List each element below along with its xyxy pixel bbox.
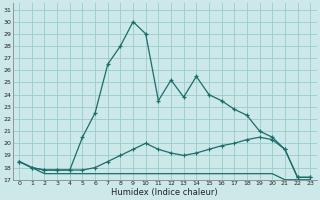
X-axis label: Humidex (Indice chaleur): Humidex (Indice chaleur) [111,188,218,197]
